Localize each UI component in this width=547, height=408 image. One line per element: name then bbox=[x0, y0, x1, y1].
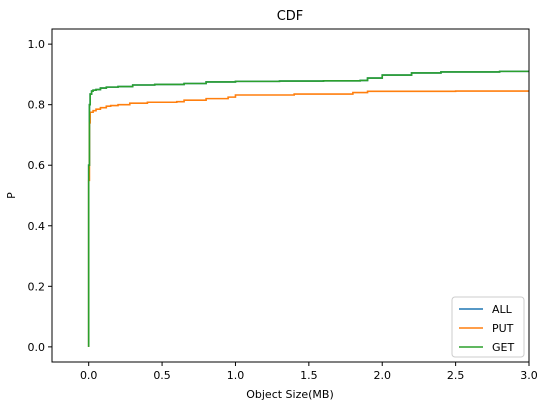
x-tick-label: 2.0 bbox=[373, 369, 391, 382]
x-tick-label: 1.0 bbox=[227, 369, 245, 382]
legend: ALL PUT GET bbox=[452, 297, 524, 357]
y-tick-label: 0.2 bbox=[28, 280, 46, 293]
x-axis-title: Object Size(MB) bbox=[246, 388, 334, 401]
x-tick-label: 0.5 bbox=[153, 369, 171, 382]
y-tick-label: 0.0 bbox=[28, 341, 46, 354]
y-tick-label: 0.4 bbox=[28, 220, 46, 233]
x-tick-label: 2.5 bbox=[447, 369, 465, 382]
chart-title: CDF bbox=[277, 9, 304, 24]
legend-label-get: GET bbox=[492, 341, 514, 354]
legend-label-put: PUT bbox=[492, 322, 514, 335]
y-tick-label: 1.0 bbox=[28, 38, 46, 51]
x-tick-label: 0.0 bbox=[80, 369, 98, 382]
y-tick-label: 0.6 bbox=[28, 159, 46, 172]
x-tick-label: 1.5 bbox=[300, 369, 318, 382]
y-axis-title: P bbox=[5, 192, 18, 199]
x-tick-label: 3.0 bbox=[520, 369, 538, 382]
y-tick-label: 0.8 bbox=[28, 99, 46, 112]
legend-label-all: ALL bbox=[492, 303, 513, 316]
